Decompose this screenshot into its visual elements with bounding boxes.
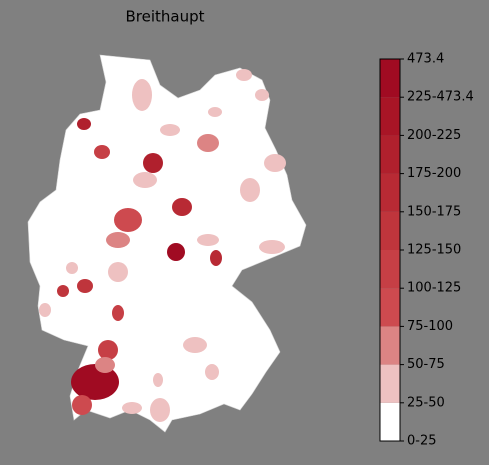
region xyxy=(72,395,92,415)
colorbar-segment xyxy=(380,135,400,174)
region xyxy=(108,262,128,282)
region xyxy=(106,232,130,248)
region xyxy=(122,402,142,414)
region xyxy=(255,89,269,101)
region xyxy=(66,262,78,274)
region xyxy=(259,240,285,254)
region xyxy=(150,398,170,422)
region xyxy=(208,107,222,117)
region xyxy=(133,172,157,188)
colorbar-segment xyxy=(380,59,400,98)
region xyxy=(114,208,142,232)
region xyxy=(210,250,222,266)
colorbar-label: 25-50 xyxy=(407,395,445,410)
colorbar-label: 75-100 xyxy=(407,319,453,334)
region xyxy=(77,118,91,130)
germany-map xyxy=(27,54,307,433)
region xyxy=(167,243,185,261)
region xyxy=(197,234,219,246)
colorbar-label: 0-25 xyxy=(407,434,437,449)
region xyxy=(264,154,286,172)
region xyxy=(183,337,207,353)
colorbar-label: 150-175 xyxy=(407,204,461,219)
colorbar-segment xyxy=(380,173,400,212)
regions xyxy=(39,69,286,422)
colorbar-segment xyxy=(380,326,400,365)
colorbar-segment xyxy=(380,402,400,441)
region xyxy=(132,79,152,111)
colorbar-segment xyxy=(380,250,400,289)
region xyxy=(71,364,119,400)
colorbar-label: 225-473.4 xyxy=(407,90,474,105)
region xyxy=(236,69,252,81)
colorbar-label: 175-200 xyxy=(407,166,461,181)
region xyxy=(39,303,51,317)
region xyxy=(77,279,93,293)
colorbar-label: 50-75 xyxy=(407,357,445,372)
region xyxy=(172,198,192,216)
colorbar-segment xyxy=(380,288,400,327)
region xyxy=(57,285,69,297)
region xyxy=(95,357,115,373)
colorbar-segment xyxy=(380,211,400,250)
region xyxy=(98,340,118,360)
colorbar-segment xyxy=(380,97,400,136)
region xyxy=(153,373,163,387)
colorbar-label: 100-125 xyxy=(407,281,461,296)
colorbar-label: 125-150 xyxy=(407,243,461,258)
colorbar: 0-25 25-50 50-75 75-100 100-125 125-150 150-17… xyxy=(379,52,474,449)
colorbar-segment xyxy=(380,364,400,403)
region xyxy=(112,305,124,321)
region xyxy=(94,145,110,159)
region xyxy=(240,178,260,202)
map-title: Breithaupt xyxy=(125,8,204,26)
region xyxy=(143,153,163,173)
colorbar-label: 200-225 xyxy=(407,128,461,143)
colorbar-label: 473.4 xyxy=(407,52,444,67)
region xyxy=(197,134,219,152)
region xyxy=(160,124,180,136)
region xyxy=(205,364,219,380)
